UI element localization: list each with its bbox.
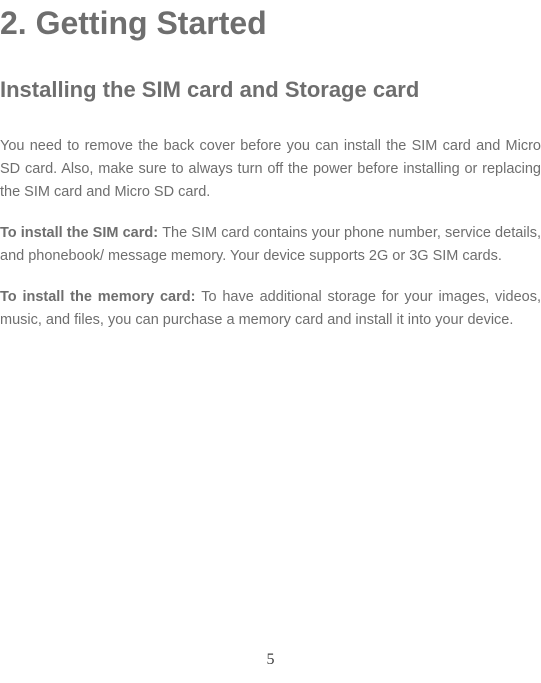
chapter-title: 2. Getting Started [0,0,541,42]
memory-card-paragraph: To install the memory card: To have addi… [0,268,541,332]
page-number: 5 [0,651,541,669]
document-page: 2. Getting Started Installing the SIM ca… [0,0,541,683]
memory-card-label: To install the memory card: [0,289,201,305]
section-title: Installing the SIM card and Storage card [0,42,541,117]
intro-paragraph: You need to remove the back cover before… [0,117,541,204]
sim-card-paragraph: To install the SIM card: The SIM card co… [0,204,541,268]
sim-card-label: To install the SIM card: [0,225,162,241]
